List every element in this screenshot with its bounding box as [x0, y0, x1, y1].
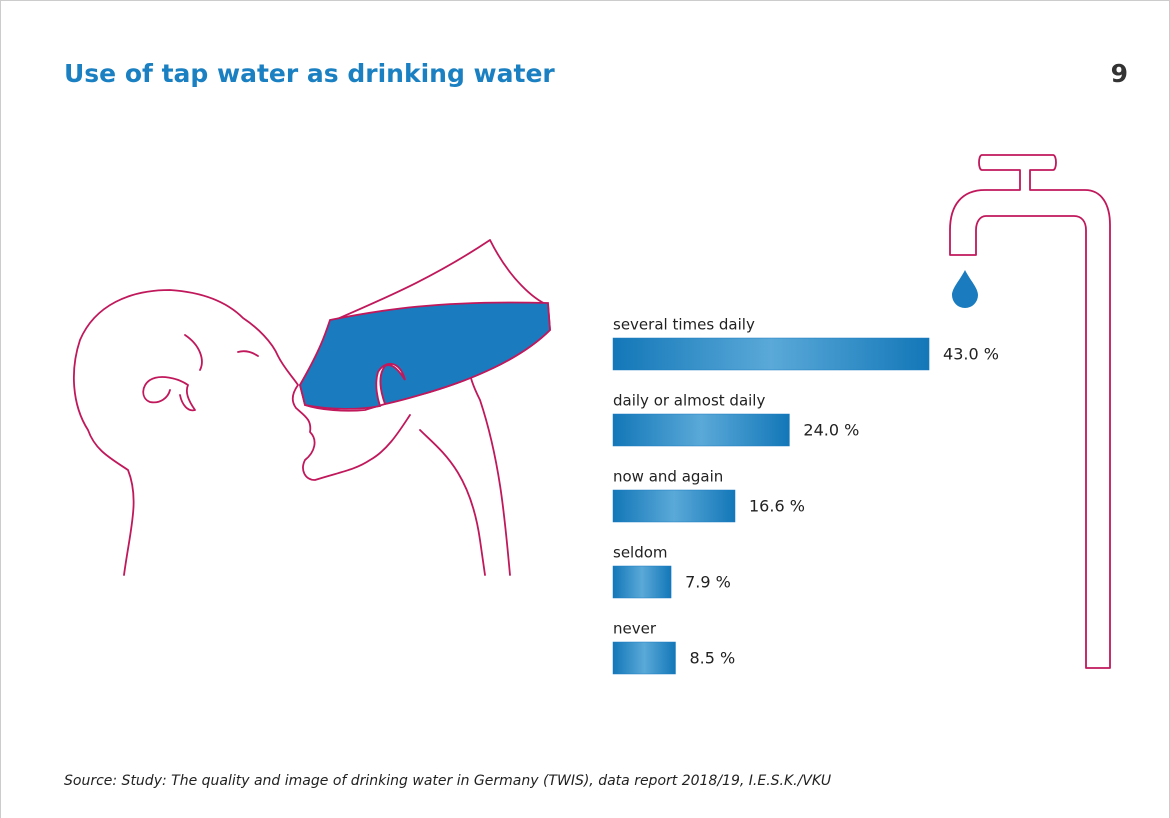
- value-label: 7.9 %: [685, 573, 731, 592]
- person-illustration: [72, 239, 551, 576]
- bar: [612, 337, 930, 371]
- chart-title: Use of tap water as drinking water: [64, 59, 555, 88]
- bar: [612, 641, 676, 675]
- value-label: 16.6 %: [749, 497, 805, 516]
- category-label: daily or almost daily: [613, 392, 765, 410]
- value-label: 24.0 %: [803, 421, 859, 440]
- value-label: 43.0 %: [943, 345, 999, 364]
- source: Source: Study: The quality and image of …: [64, 773, 831, 789]
- category-label: several times daily: [613, 316, 755, 334]
- category-label: never: [613, 620, 657, 638]
- bar: [612, 565, 672, 599]
- bar: [612, 489, 736, 523]
- category-label: now and again: [613, 468, 723, 486]
- value-label: 8.5 %: [689, 649, 735, 668]
- category-label: seldom: [613, 544, 668, 562]
- page-number: 9: [1111, 59, 1128, 88]
- bar: [612, 413, 790, 447]
- tap-illustration: [949, 154, 1111, 669]
- water-drop: [952, 270, 978, 308]
- water-in-bottle: [299, 301, 551, 410]
